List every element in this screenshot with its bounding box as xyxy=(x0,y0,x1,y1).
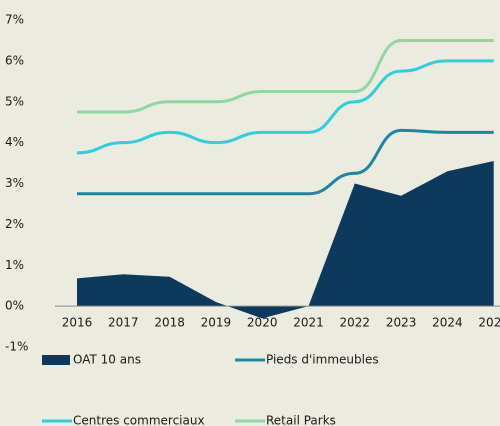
y-tick-label: 0% xyxy=(5,299,24,313)
legend-label: Centres commerciaux xyxy=(73,414,205,426)
y-tick-label: 2% xyxy=(5,217,24,231)
x-tick-label: 2019 xyxy=(201,316,232,330)
x-tick-label: 2017 xyxy=(108,316,139,330)
x-tick-label: 2024 xyxy=(432,316,463,330)
y-tick-label: 4% xyxy=(5,135,24,149)
y-tick-label: -1% xyxy=(5,340,28,354)
x-tick-label: 2016 xyxy=(62,316,93,330)
x-tick-label: 2020 xyxy=(247,316,278,330)
area xyxy=(77,161,494,319)
x-tick-label: 2025 xyxy=(478,316,500,330)
y-tick-label: 1% xyxy=(5,258,24,272)
y-tick-label: 3% xyxy=(5,176,24,190)
line xyxy=(76,128,494,196)
x-tick-label: 2022 xyxy=(340,316,371,330)
line xyxy=(77,38,494,114)
x-tick-label: 2023 xyxy=(386,316,417,330)
y-tick-label: 7% xyxy=(5,13,24,27)
x-tick-label: 2021 xyxy=(293,316,324,330)
legend-label: Retail Parks xyxy=(266,414,336,426)
legend-swatch xyxy=(42,355,70,365)
y-tick-label: 5% xyxy=(5,94,24,108)
legend-label: Pieds d'immeubles xyxy=(266,353,379,367)
y-tick-label: 6% xyxy=(5,53,24,67)
legend-label: OAT 10 ans xyxy=(73,353,141,367)
x-tick-label: 2018 xyxy=(154,316,185,330)
line xyxy=(76,59,494,155)
